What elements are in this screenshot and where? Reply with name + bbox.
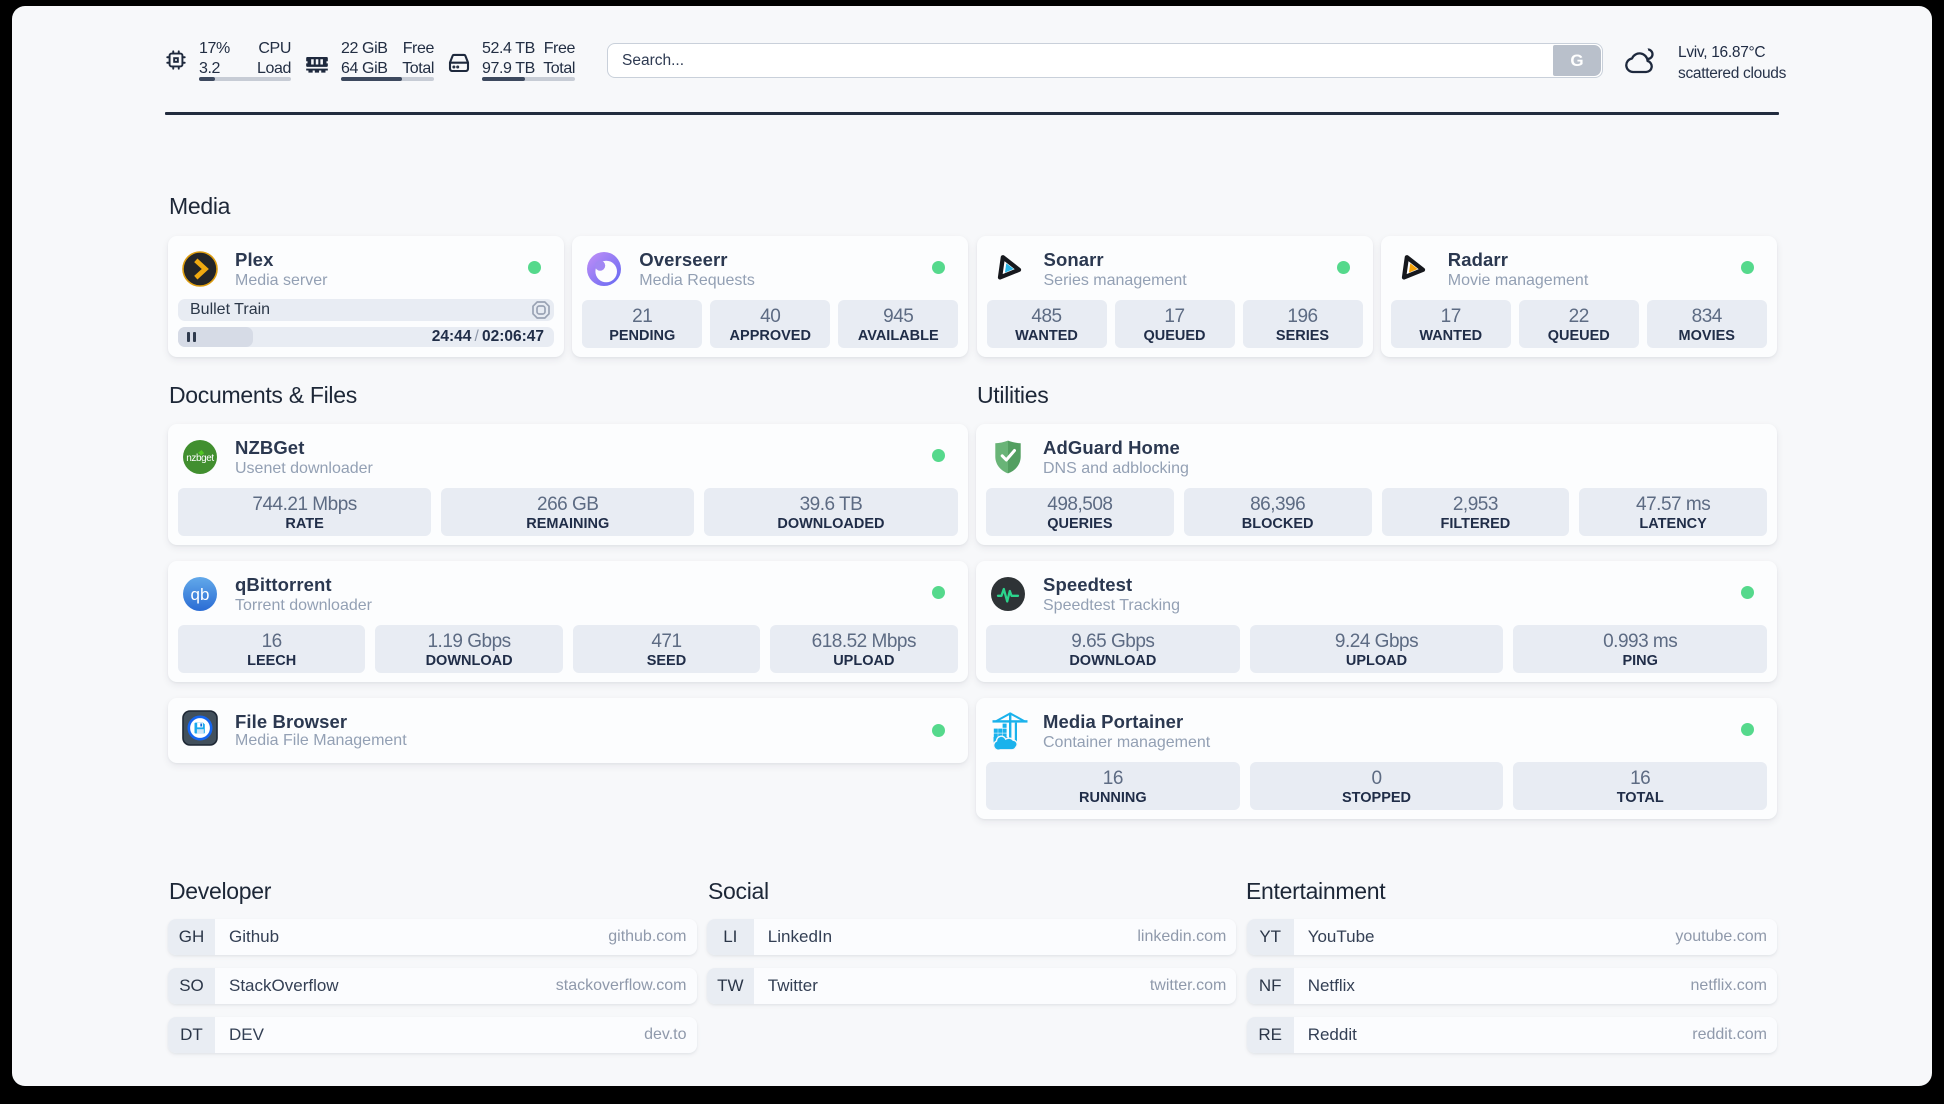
svg-text:qb: qb: [191, 585, 210, 604]
svg-text:nzbget: nzbget: [186, 453, 214, 464]
